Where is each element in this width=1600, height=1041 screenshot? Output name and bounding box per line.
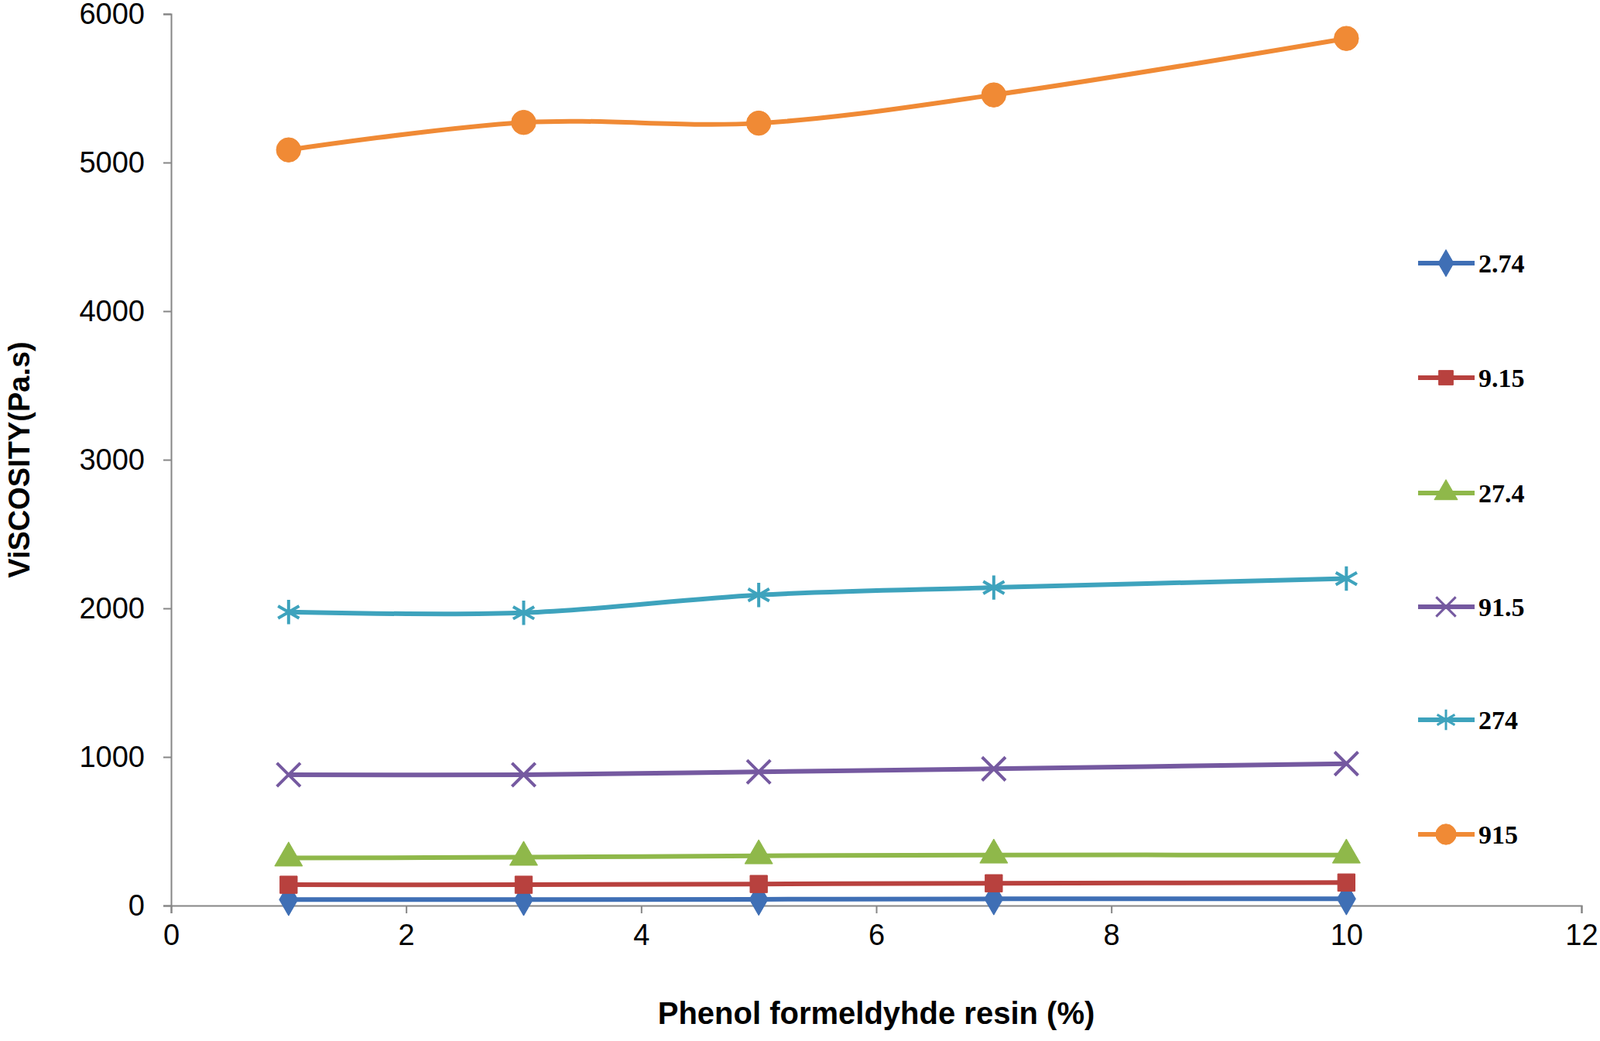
- point-marker: [1336, 566, 1357, 591]
- point-marker: [748, 582, 770, 607]
- point-marker: [276, 137, 302, 163]
- y-axis: 0 1000 2000 3000 4000 5000 6000: [78, 0, 172, 922]
- y-tick: 3000: [78, 443, 172, 477]
- point-marker: [513, 600, 535, 625]
- point-marker: [1337, 873, 1355, 891]
- series-line: [288, 855, 1347, 859]
- y-tick-mark: [163, 757, 172, 759]
- plot: 0 2 4 6 8 10 12 0 1000 2000 3000 4000 5000 6000: [78, 0, 1598, 952]
- x-tick-label: 10: [1330, 918, 1364, 952]
- point-marker: [277, 599, 299, 624]
- legend-item: 9.15: [1418, 363, 1525, 393]
- legend-marker: [1435, 824, 1457, 845]
- point-marker: [511, 109, 537, 135]
- legend-marker: [1438, 370, 1454, 386]
- x-tick: 0: [163, 905, 180, 952]
- series-line: [288, 898, 1347, 900]
- y-tick-label: 1000: [78, 740, 145, 774]
- y-tick-label: 2000: [78, 592, 145, 625]
- legend-label: 2.74: [1478, 249, 1525, 278]
- y-tick-mark: [163, 905, 172, 908]
- point-marker: [1334, 752, 1358, 776]
- point-marker: [746, 760, 771, 784]
- x-tick-mark: [405, 905, 408, 914]
- legend-label: 27.4: [1478, 479, 1525, 508]
- point-marker: [750, 875, 768, 893]
- point-marker: [510, 841, 538, 866]
- x-tick-label: 12: [1565, 918, 1598, 952]
- point-marker: [1334, 26, 1360, 52]
- point-marker: [511, 763, 535, 787]
- x-tick: 2: [398, 905, 415, 952]
- x-tick: 8: [1103, 905, 1121, 952]
- legend-label: 91.5: [1478, 592, 1525, 622]
- chart: 0 2 4 6 8 10 12 0 1000 2000 3000 4000 5000 6000 Phenol…: [0, 0, 1600, 1041]
- x-tick-label: 4: [633, 918, 650, 952]
- point-marker: [280, 876, 298, 894]
- series-line: [288, 38, 1347, 151]
- point-marker: [981, 82, 1007, 108]
- y-tick: 1000: [78, 740, 172, 774]
- y-tick: 5000: [78, 146, 172, 179]
- y-tick-label: 6000: [78, 0, 145, 31]
- x-tick: 12: [1565, 905, 1598, 952]
- y-axis-line: [163, 14, 172, 907]
- x-tick: 4: [633, 905, 650, 952]
- y-tick-label: 3000: [78, 443, 145, 477]
- y-tick-mark: [163, 13, 172, 16]
- series-line: [288, 579, 1347, 615]
- y-tick: 2000: [78, 592, 172, 625]
- point-marker: [985, 874, 1003, 892]
- legend: 2.74 9.15 27.4 91.5 274 915: [1418, 249, 1525, 850]
- y-tick: 6000: [78, 0, 172, 31]
- x-axis-line: [171, 906, 1583, 915]
- y-tick-mark: [163, 608, 172, 610]
- point-marker: [744, 839, 773, 864]
- point-marker: [1332, 839, 1361, 864]
- x-tick-label: 2: [398, 918, 415, 952]
- y-tick-mark: [163, 459, 172, 462]
- legend-item: 2.74: [1418, 249, 1525, 278]
- point-marker: [514, 876, 532, 894]
- y-axis-title: ViSCOSITY(Pa.s): [3, 341, 36, 579]
- x-axis: 0 2 4 6 8 10 12: [163, 905, 1599, 952]
- y-tick: 4000: [78, 294, 172, 328]
- series-group: [274, 26, 1361, 916]
- legend-marker: [1437, 709, 1456, 730]
- point-marker: [274, 842, 303, 867]
- point-marker: [746, 110, 771, 136]
- x-axis-title: Phenol formeldyhde resin (%): [657, 996, 1096, 1031]
- legend-marker: [1434, 479, 1458, 501]
- series-line: [288, 764, 1347, 776]
- y-tick: 0: [128, 889, 172, 922]
- x-tick-mark: [640, 905, 643, 914]
- x-tick-label: 6: [868, 918, 885, 952]
- x-tick-mark: [876, 905, 878, 914]
- legend-marker: [1438, 250, 1454, 278]
- y-tick-mark: [163, 311, 172, 313]
- point-marker: [979, 839, 1008, 864]
- legend-label: 9.15: [1478, 363, 1525, 393]
- point-marker: [982, 757, 1006, 781]
- y-tick-label: 4000: [78, 294, 145, 328]
- legend-item: 274: [1418, 705, 1518, 735]
- legend-label: 274: [1478, 705, 1518, 735]
- x-tick-label: 0: [163, 918, 180, 952]
- y-tick-label: 5000: [78, 146, 145, 179]
- y-tick-label: 0: [128, 889, 145, 922]
- x-tick-mark: [1581, 905, 1583, 914]
- point-marker: [277, 763, 301, 787]
- x-tick-label: 8: [1103, 918, 1121, 952]
- legend-item: 27.4: [1418, 479, 1525, 508]
- point-marker: [983, 575, 1004, 600]
- x-tick-mark: [1110, 905, 1113, 914]
- y-tick-mark: [163, 162, 172, 165]
- x-tick: 6: [868, 905, 885, 952]
- legend-marker: [1435, 596, 1456, 617]
- legend-label: 915: [1478, 820, 1518, 850]
- series-line: [288, 882, 1347, 885]
- legend-item: 915: [1418, 820, 1518, 850]
- legend-item: 91.5: [1418, 592, 1525, 622]
